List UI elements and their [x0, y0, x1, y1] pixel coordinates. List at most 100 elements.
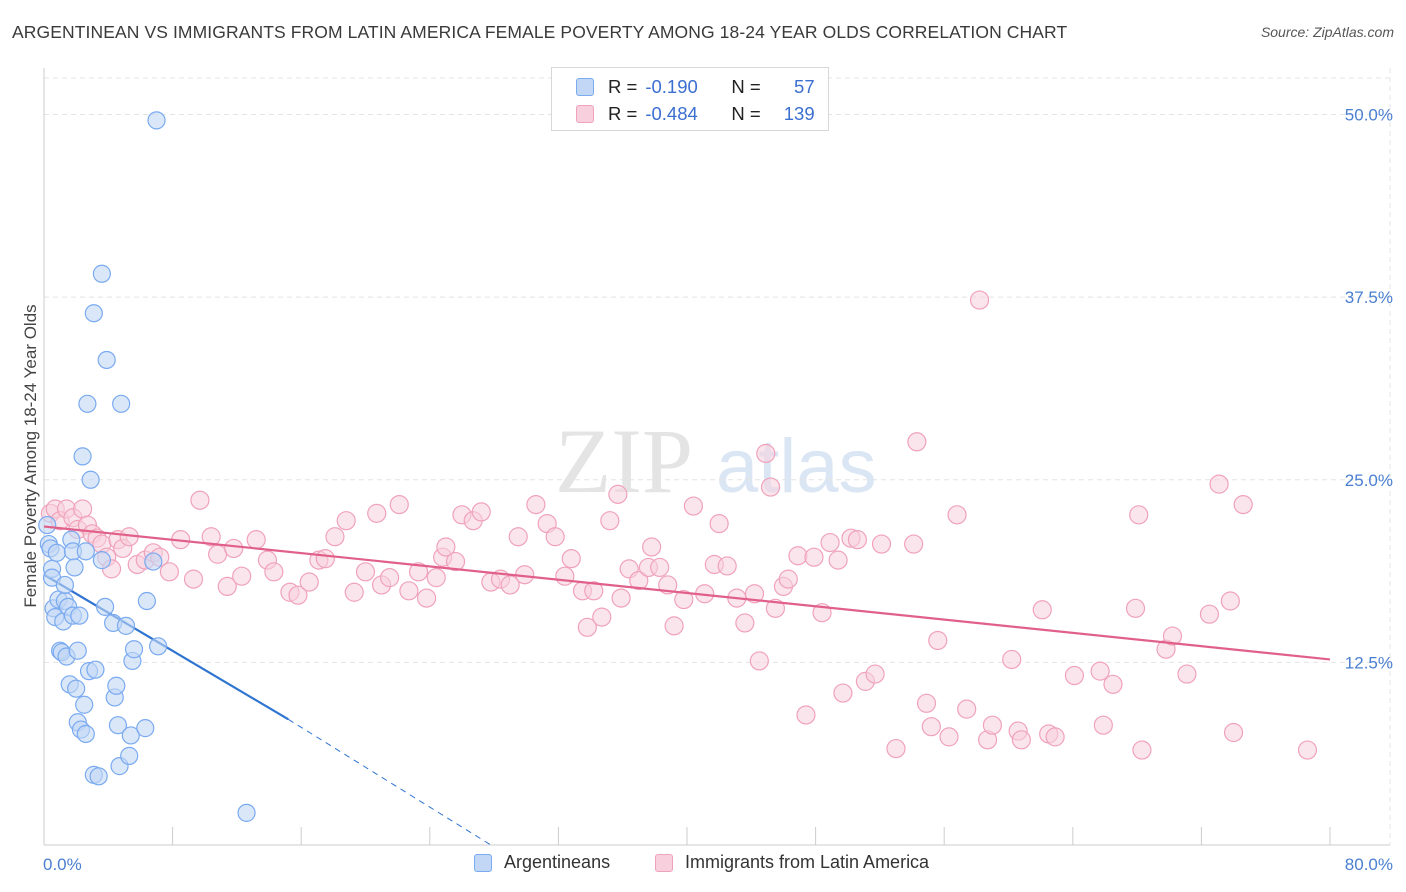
- data-point-immigrants: [508, 527, 528, 547]
- legend-swatch-argentineans: [474, 853, 492, 872]
- data-point-immigrants: [1093, 715, 1113, 735]
- tick-labels: 12.5% 25.0% 37.5% 50.0% 0.0% 80.0%: [43, 106, 1393, 874]
- data-point-immigrants: [788, 546, 808, 566]
- data-point-immigrants: [796, 705, 816, 725]
- data-point-immigrants: [664, 616, 684, 636]
- data-point-immigrants: [969, 290, 990, 310]
- legend-swatch-argentineans: [576, 78, 594, 96]
- data-point-argentineans: [89, 767, 108, 786]
- data-point-immigrants: [717, 556, 737, 576]
- data-point-immigrants: [561, 549, 581, 569]
- legend-n-value: 57: [794, 76, 815, 97]
- data-point-immigrants: [299, 572, 319, 592]
- data-point-argentineans: [137, 591, 156, 611]
- data-point-immigrants: [208, 544, 228, 564]
- data-point-immigrants: [224, 538, 244, 559]
- data-point-argentineans: [67, 679, 86, 698]
- data-point-immigrants: [1297, 740, 1318, 760]
- data-point-argentineans: [75, 695, 94, 714]
- watermark-atlas: atlas: [716, 424, 877, 509]
- data-point-immigrants: [871, 534, 892, 554]
- legend-label-argentineans: Argentineans: [504, 852, 611, 872]
- data-point-immigrants: [921, 717, 941, 737]
- data-point-immigrants: [592, 607, 612, 627]
- legend-n-label: N =: [731, 103, 761, 124]
- data-point-argentineans: [92, 264, 111, 283]
- data-point-immigrants: [804, 547, 824, 567]
- data-point-immigrants: [336, 511, 356, 531]
- data-point-immigrants: [1032, 600, 1052, 620]
- data-point-argentineans: [65, 558, 84, 577]
- data-point-immigrants: [608, 484, 628, 504]
- data-point-immigrants: [1103, 674, 1123, 694]
- data-point-immigrants: [288, 585, 308, 605]
- data-point-immigrants: [611, 588, 631, 608]
- series-argentineans-points: [38, 111, 256, 822]
- data-point-immigrants: [436, 537, 456, 557]
- trend-line-immigrants: [43, 525, 1331, 661]
- data-point-immigrants: [246, 530, 266, 550]
- source-label: Source: ZipAtlas.com: [1260, 24, 1394, 40]
- data-point-argentineans: [136, 719, 155, 738]
- data-point-immigrants: [650, 557, 670, 578]
- legend-r-value: -0.190: [645, 76, 698, 97]
- series-immigrants-points: [40, 290, 1318, 760]
- data-point-argentineans: [97, 350, 116, 370]
- legend-r-value: -0.484: [645, 103, 698, 124]
- data-point-immigrants: [1233, 494, 1253, 515]
- data-point-argentineans: [237, 803, 256, 822]
- data-point-immigrants: [947, 505, 967, 525]
- data-point-immigrants: [577, 617, 597, 637]
- data-point-immigrants: [264, 562, 284, 582]
- series-legend: Argentineans Immigrants from Latin Ameri…: [0, 852, 1406, 878]
- chart-title: ARGENTINEAN VS IMMIGRANTS FROM LATIN AME…: [12, 22, 1068, 42]
- data-point-immigrants: [201, 527, 221, 547]
- legend-n-value: 139: [783, 103, 815, 124]
- legend-swatch-immigrants: [576, 105, 594, 123]
- data-point-immigrants: [1132, 740, 1152, 760]
- legend-label-immigrants: Immigrants from Latin America: [685, 852, 930, 872]
- y-tick-label: 12.5%: [1345, 653, 1393, 672]
- legend-row-immigrants: R = -0.484 N = 139: [576, 102, 815, 126]
- data-point-immigrants: [865, 664, 885, 684]
- data-point-immigrants: [416, 588, 437, 608]
- data-point-immigrants: [183, 569, 204, 589]
- data-point-immigrants: [1090, 661, 1110, 681]
- data-point-immigrants: [928, 630, 948, 651]
- data-point-immigrants: [907, 432, 927, 452]
- data-point-immigrants: [674, 589, 694, 610]
- data-point-immigrants: [847, 530, 867, 550]
- data-point-immigrants: [1045, 727, 1065, 747]
- data-point-argentineans: [107, 676, 126, 695]
- data-point-argentineans: [149, 637, 168, 656]
- data-point-immigrants: [749, 651, 769, 671]
- data-point-immigrants: [1177, 664, 1197, 684]
- data-point-immigrants: [315, 549, 335, 569]
- data-point-immigrants: [1220, 591, 1240, 611]
- data-point-immigrants: [683, 496, 704, 516]
- data-point-argentineans: [81, 470, 100, 489]
- data-point-immigrants: [426, 568, 446, 588]
- data-point-argentineans: [121, 726, 140, 745]
- data-point-immigrants: [642, 537, 662, 557]
- x-tick-label-min: 0.0%: [43, 855, 82, 874]
- data-point-immigrants: [756, 443, 776, 464]
- data-point-immigrants: [526, 494, 546, 515]
- data-point-immigrants: [765, 598, 786, 618]
- x-tick-label-max: 80.0%: [1345, 855, 1393, 874]
- data-point-argentineans: [76, 542, 95, 561]
- data-point-argentineans: [124, 640, 144, 659]
- grid: [44, 68, 1391, 845]
- data-point-immigrants: [159, 562, 179, 582]
- y-tick-label: 50.0%: [1345, 106, 1393, 125]
- data-point-argentineans: [76, 724, 95, 744]
- data-point-immigrants: [982, 715, 1003, 735]
- data-point-immigrants: [500, 575, 520, 595]
- data-point-immigrants: [939, 727, 959, 747]
- data-point-immigrants: [325, 527, 345, 547]
- data-point-immigrants: [735, 613, 755, 633]
- legend-r-label: R =: [608, 103, 638, 124]
- legend-item-immigrants: Immigrants from Latin America: [655, 852, 929, 873]
- data-point-argentineans: [86, 660, 105, 679]
- data-point-immigrants: [232, 566, 252, 586]
